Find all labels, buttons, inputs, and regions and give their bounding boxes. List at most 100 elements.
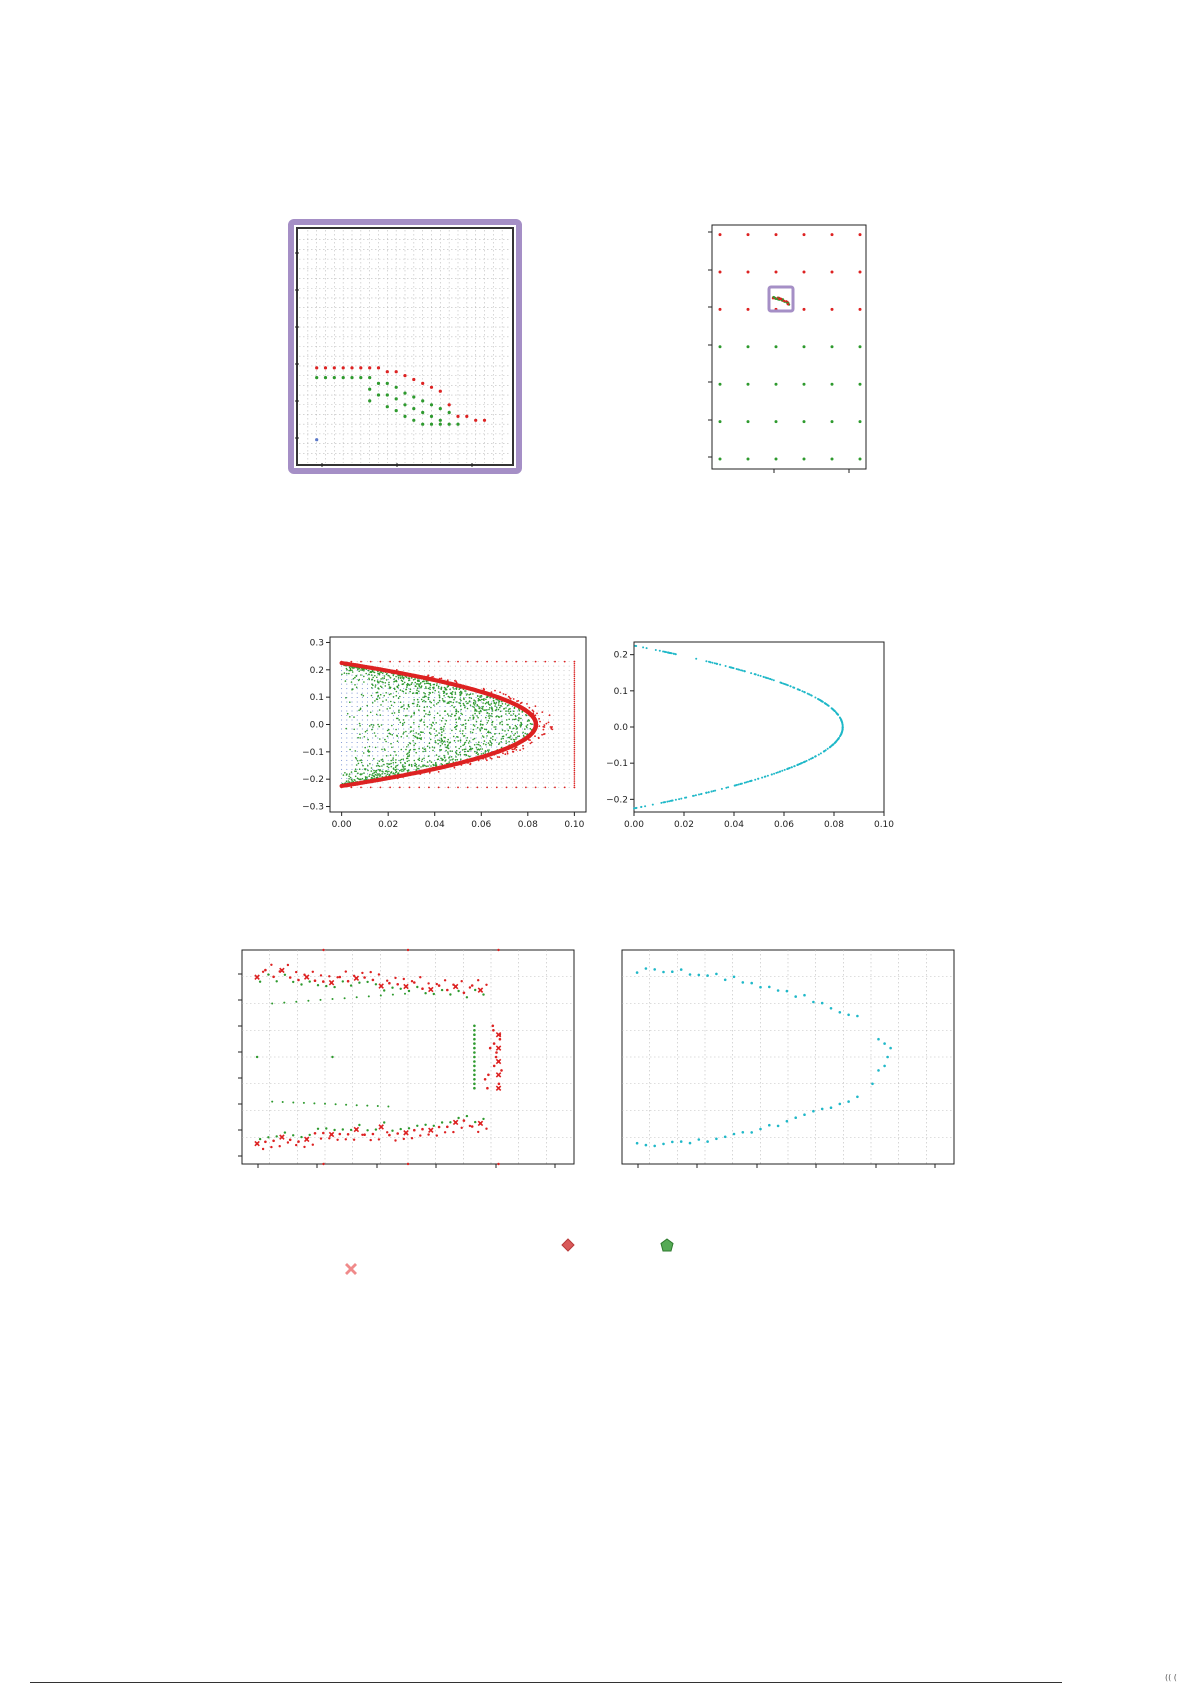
lattice-point — [423, 674, 425, 676]
lattice-point — [485, 777, 487, 779]
interior-point — [363, 681, 365, 683]
lattice-point — [537, 755, 539, 757]
lattice-point — [423, 701, 425, 703]
lattice-point — [501, 733, 503, 734]
lattice-point — [470, 786, 472, 788]
lattice-point — [532, 751, 534, 752]
boundary-point — [733, 784, 736, 787]
boundary-point — [803, 993, 806, 997]
interior-point — [421, 700, 424, 703]
interior-point — [462, 730, 464, 732]
lattice-point — [506, 688, 508, 690]
data-point — [359, 376, 363, 380]
frame-point — [573, 700, 576, 703]
interior-point — [515, 738, 517, 740]
boundary-point — [883, 1064, 886, 1068]
lattice-point — [542, 674, 544, 676]
boundary-point — [508, 746, 511, 749]
lattice-point — [356, 706, 358, 707]
lattice-point — [423, 777, 425, 779]
boundary-point — [832, 708, 834, 711]
lattice-point — [506, 692, 508, 694]
lattice-point — [522, 665, 524, 667]
lattice-point — [501, 782, 503, 784]
interior-point — [427, 698, 430, 700]
data-point — [487, 1073, 490, 1077]
data-point — [324, 1102, 326, 1105]
lattice-point — [532, 661, 534, 663]
interior-point — [436, 758, 439, 761]
lattice-point — [429, 777, 431, 779]
data-point — [267, 973, 270, 976]
lattice-point — [367, 746, 368, 748]
interior-point — [399, 695, 401, 698]
boundary-point — [750, 981, 753, 985]
interior-point — [438, 732, 440, 734]
interior-point — [493, 726, 495, 728]
data-point — [345, 1103, 348, 1106]
frame-point — [360, 660, 362, 663]
interior-point — [501, 723, 504, 726]
lattice-point — [568, 751, 570, 752]
interior-point — [482, 705, 484, 708]
lattice-point — [496, 768, 498, 770]
lattice-point — [480, 701, 482, 703]
lattice-point — [475, 773, 477, 775]
data-point — [447, 410, 451, 415]
data-point — [413, 981, 416, 984]
zoom-grid-chart — [288, 219, 522, 474]
data-point — [261, 970, 265, 973]
interior-point — [487, 742, 490, 744]
lattice-point — [558, 777, 560, 779]
data-point — [421, 1127, 424, 1131]
lattice-point — [372, 697, 374, 698]
lattice-point — [532, 697, 534, 698]
boundary-point — [820, 1001, 824, 1005]
lattice-point — [485, 670, 487, 672]
lattice-point — [548, 692, 549, 694]
data-point — [292, 1134, 295, 1137]
lattice-point — [563, 773, 565, 775]
boundary-point — [688, 973, 692, 976]
interior-point — [429, 713, 431, 716]
data-point — [830, 233, 834, 237]
lattice-point — [351, 768, 353, 770]
interior-point — [446, 746, 448, 749]
lattice-point — [387, 755, 389, 757]
boundary-point — [450, 764, 452, 767]
data-point — [386, 979, 389, 982]
lattice-point — [506, 665, 508, 667]
interior-point — [518, 709, 521, 712]
interior-point — [432, 721, 434, 724]
data-point — [435, 1134, 438, 1137]
lattice-point — [439, 719, 441, 721]
frame-point — [447, 660, 450, 663]
lattice-point — [470, 737, 472, 739]
lattice-point — [367, 742, 368, 743]
boundary-point — [528, 706, 531, 709]
interior-point — [424, 700, 427, 703]
interior-point — [418, 757, 421, 760]
lattice-point — [542, 706, 544, 707]
lattice-point — [558, 715, 560, 716]
lattice-point — [351, 701, 353, 703]
lattice-point — [470, 715, 472, 716]
interior-point — [396, 734, 398, 737]
interior-point — [465, 739, 468, 742]
data-point — [341, 376, 345, 380]
boundary-point — [496, 756, 499, 758]
boundary-point — [769, 678, 772, 680]
lattice-point — [367, 692, 368, 694]
lattice-point — [470, 777, 472, 779]
boundary-point — [785, 683, 788, 686]
interior-point — [480, 698, 483, 701]
interior-point — [486, 695, 489, 698]
data-point — [421, 399, 425, 403]
frame-point — [408, 786, 411, 789]
lattice-point — [403, 742, 405, 743]
interior-point — [447, 751, 449, 753]
data-point — [394, 976, 397, 980]
lattice-point — [517, 715, 518, 716]
lattice-point — [553, 777, 555, 779]
interior-point — [370, 674, 373, 676]
